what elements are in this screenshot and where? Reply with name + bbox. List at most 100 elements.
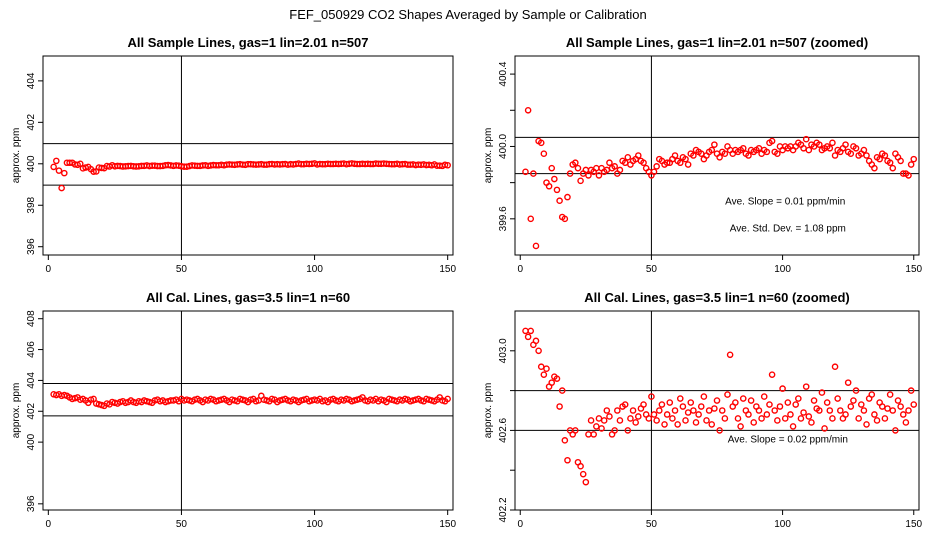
data-point (553, 186, 561, 194)
x-tick-label: 0 (46, 264, 52, 275)
data-point (878, 403, 886, 410)
panel-3: All Cal. Lines, gas=3.5 lin=1 n=60 0 50 100… (11, 290, 456, 530)
data-point (795, 395, 802, 402)
data-point (779, 385, 786, 392)
data-point (551, 175, 558, 183)
data-point (548, 379, 556, 386)
data-point (60, 169, 68, 177)
data-point (650, 411, 658, 418)
data-point (527, 327, 535, 335)
data-point (585, 172, 592, 179)
data-point (734, 415, 742, 422)
x-tick-label: 100 (774, 264, 791, 275)
y-tick-label: 402.6 (498, 417, 509, 442)
data-point (572, 427, 579, 434)
data-point (653, 163, 660, 170)
data-point (732, 399, 739, 406)
data-point (616, 166, 624, 174)
data-point (50, 163, 57, 171)
data-point (802, 383, 810, 390)
data-point (771, 407, 779, 414)
y-tick-label: 400 (26, 155, 37, 172)
data-point (640, 159, 647, 167)
data-point (711, 405, 718, 412)
data-point (55, 167, 63, 174)
data-point (886, 159, 894, 167)
data-point (829, 139, 836, 147)
data-point (682, 155, 689, 163)
y-tick-label: 403.0 (498, 338, 509, 363)
data-point (543, 365, 550, 373)
y-tick-label: 408 (26, 310, 37, 327)
data-point (671, 152, 679, 159)
data-point (889, 164, 897, 172)
data-point (907, 387, 915, 394)
data-point (577, 177, 584, 185)
panel-4: All Cal. Lines, gas=3.5 lin=1 n=60 (zoom… (483, 290, 923, 530)
data-point (684, 409, 692, 416)
data-point (611, 163, 618, 170)
data-point (522, 168, 529, 176)
data-point (98, 164, 105, 172)
data-point (860, 407, 868, 414)
y-tick-label: 398 (26, 196, 37, 213)
data-point (545, 182, 553, 190)
y-axis-label: approx. ppm (483, 383, 494, 439)
data-point (655, 407, 663, 414)
data-point (816, 141, 823, 148)
data-point (852, 387, 860, 394)
data-point (721, 415, 729, 422)
panel-1: All Sample Lines, gas=1 lin=2.01 n=507 0 5… (11, 35, 456, 275)
data-point (624, 154, 632, 161)
x-tick-label: 0 (517, 519, 523, 530)
data-point (90, 168, 97, 175)
data-point (556, 403, 563, 410)
data-point (716, 427, 723, 434)
data-point (679, 403, 687, 410)
data-point (724, 391, 731, 398)
data-point (844, 379, 852, 386)
plot-frame (42, 55, 454, 256)
y-tick-label: 404 (26, 72, 37, 89)
data-point (747, 397, 755, 404)
data-point (711, 141, 718, 148)
data-point (831, 152, 839, 159)
data-point (58, 184, 65, 192)
data-point (739, 395, 747, 402)
annotation: Ave. Std. Dev. = 1.08 ppm (730, 223, 846, 234)
data-point (886, 391, 894, 398)
data-point (902, 419, 910, 426)
data-point (585, 431, 592, 438)
data-point (808, 419, 815, 426)
data-point (760, 393, 768, 400)
x-tick-label: 150 (439, 264, 456, 275)
data-point (863, 152, 870, 159)
data-point (527, 215, 535, 223)
data-point (842, 141, 849, 148)
x-tick-label: 100 (774, 519, 791, 530)
data-point (745, 152, 752, 159)
data-point (907, 161, 915, 168)
data-point (881, 152, 889, 159)
x-tick-label: 150 (905, 264, 922, 275)
data-point (784, 399, 792, 406)
data-point (548, 164, 556, 172)
data-point (850, 397, 857, 404)
data-point (90, 395, 97, 403)
data-point (816, 407, 823, 414)
data-point (634, 413, 642, 420)
data-point (873, 417, 881, 424)
data-point (834, 395, 841, 402)
data-point (674, 421, 681, 428)
data-point (852, 144, 860, 152)
data-point (766, 401, 773, 408)
data-point (810, 397, 818, 404)
data-point (776, 403, 784, 410)
data-point (897, 403, 904, 410)
data-point (561, 437, 569, 444)
data-point (894, 397, 902, 404)
data-point (829, 415, 836, 422)
data-point (847, 150, 855, 157)
y-axis-label: approx. ppm (483, 128, 494, 184)
